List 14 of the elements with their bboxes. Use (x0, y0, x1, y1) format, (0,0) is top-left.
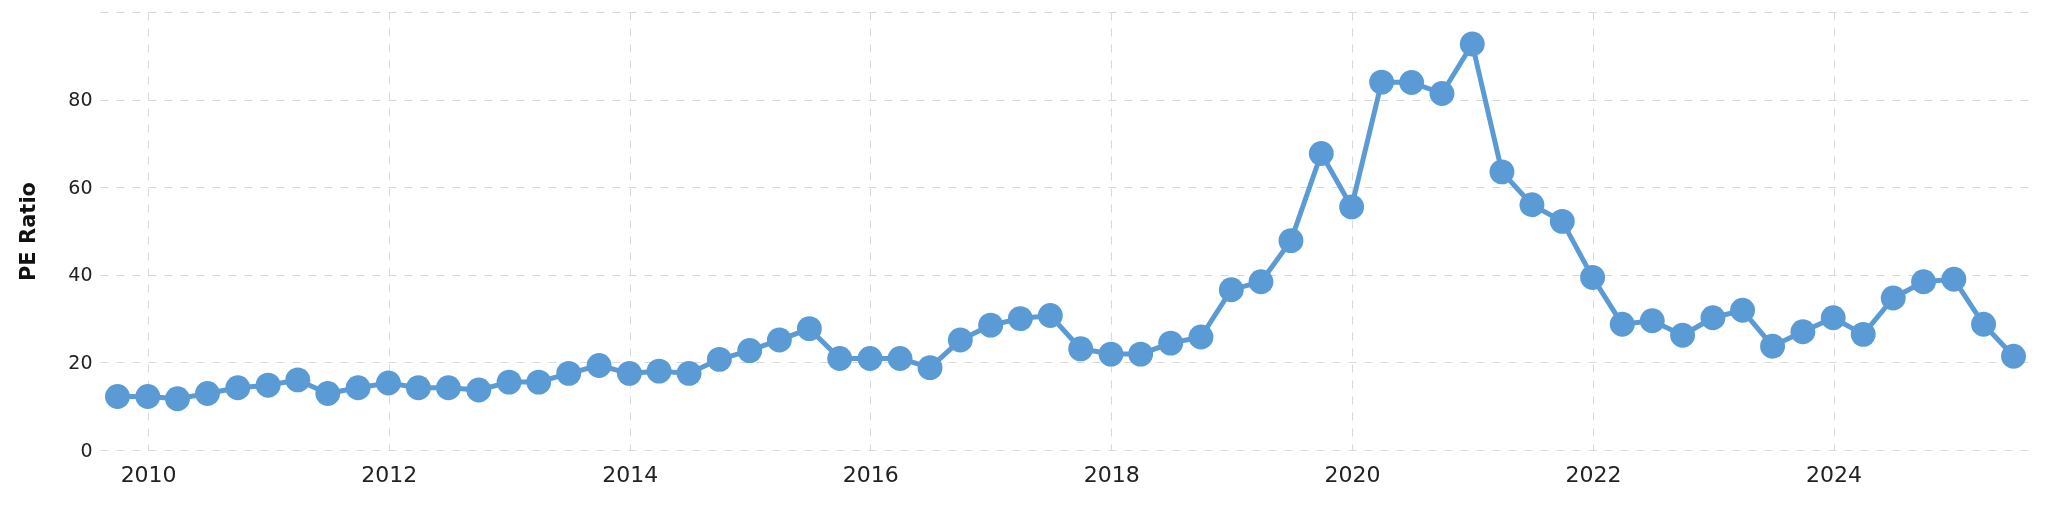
y-axis-title: PE Ratio (15, 181, 40, 282)
y-tick-label: 80 (68, 88, 93, 111)
x-tick-label: 2018 (1083, 461, 1140, 487)
y-tick-label: 60 (68, 175, 93, 198)
y-tick-label: 40 (68, 263, 93, 286)
x-tick-label: 2010 (120, 461, 177, 487)
x-tick-label: 2022 (1565, 461, 1622, 487)
y-tick-label: 20 (68, 350, 93, 373)
x-tick-label: 2012 (361, 461, 418, 487)
x-tick-label: 2024 (1806, 461, 1863, 487)
x-tick-label: 2020 (1324, 461, 1381, 487)
y-tick-label: 0 (80, 438, 93, 461)
x-tick-label: 2016 (842, 461, 899, 487)
x-tick-label: 2014 (602, 461, 659, 487)
